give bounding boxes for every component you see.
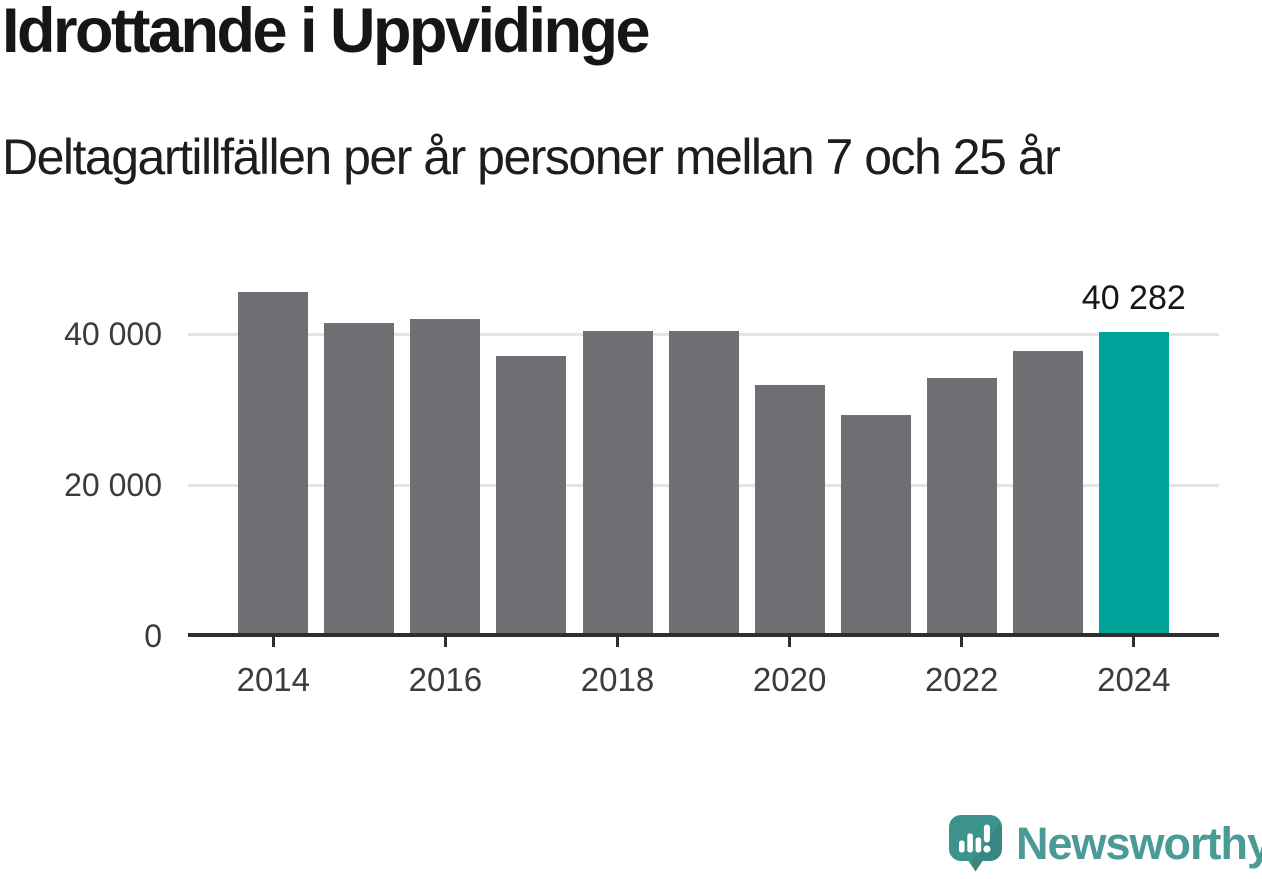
x-axis-line (188, 633, 1219, 637)
bar-2023 (1012, 351, 1083, 636)
bar-2020 (754, 385, 825, 636)
bar-2018 (582, 330, 653, 636)
bar-2014 (238, 292, 309, 636)
y-axis-tick-label: 20 000 (64, 467, 162, 503)
y-axis-tick-label: 0 (144, 618, 162, 654)
bar-2016 (410, 318, 481, 636)
bar-2024-highlighted (1098, 331, 1169, 636)
x-axis-tick-2018 (616, 637, 619, 647)
x-axis-tick-label: 2018 (580, 661, 655, 698)
x-axis-tick-label: 2014 (236, 661, 311, 698)
x-axis-tick-2022 (960, 637, 964, 647)
bar-2017 (496, 355, 567, 636)
bar-2019 (668, 330, 739, 636)
bar-2021 (840, 414, 911, 636)
bar-2022 (926, 377, 997, 636)
x-axis-tick-2016 (443, 637, 447, 647)
chart-subtitle: Deltagartillfällen per år personer mella… (2, 129, 1061, 185)
x-axis-tick-label: 2024 (1097, 661, 1171, 698)
x-axis-tick-2020 (788, 637, 792, 647)
x-axis-tick-2014 (271, 637, 275, 647)
x-axis-tick-label: 2020 (752, 661, 827, 698)
bar-value-label: 40 282 (1081, 279, 1186, 317)
chart-title: Idrottande i Uppvidinge (2, 0, 651, 66)
newsworthy-logo-icon (949, 815, 1002, 872)
newsworthy-logo-text: Newsworthy (1016, 818, 1262, 869)
y-axis-tick-label: 40 000 (64, 316, 162, 352)
x-axis-tick-label: 2016 (408, 661, 483, 698)
x-axis-tick-label: 2022 (924, 661, 999, 698)
x-axis-tick-2024 (1132, 637, 1136, 647)
newsworthy-logo: Newsworthy (949, 814, 1262, 874)
bar-2015 (324, 322, 395, 636)
